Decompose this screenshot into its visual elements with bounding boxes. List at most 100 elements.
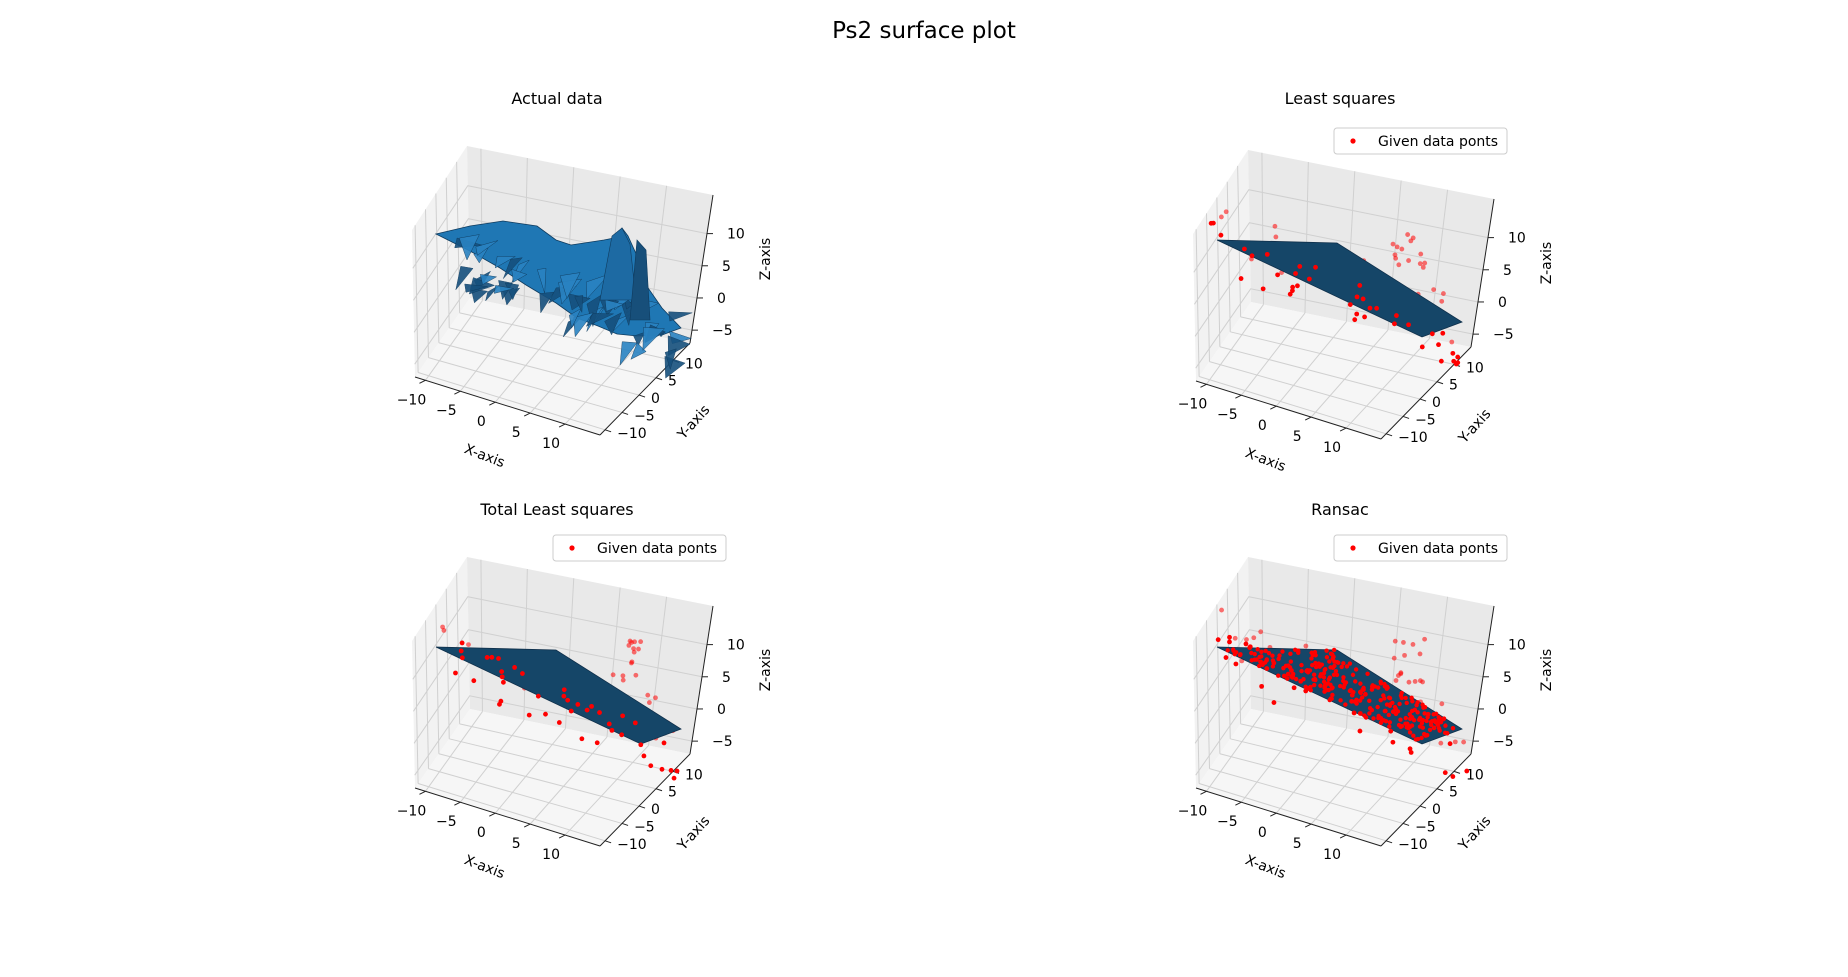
data-point (1396, 262, 1402, 268)
y-tick-label: 5 (668, 785, 677, 801)
x-tick-mark (523, 412, 531, 417)
y-tick-label: 10 (685, 767, 703, 783)
data-point (620, 713, 626, 719)
inlier-point (1441, 716, 1447, 721)
y-axis-line (599, 753, 691, 847)
inlier-point (1369, 687, 1375, 692)
figure-title: Ps2 surface plot (832, 18, 1016, 44)
inlier-point (1397, 701, 1402, 707)
z-axis-line (1470, 605, 1495, 755)
data-point (1290, 288, 1295, 294)
inlier-point (1280, 649, 1285, 654)
inlier-point (1420, 702, 1425, 707)
z-axis-line (1470, 198, 1495, 348)
data-point (535, 693, 541, 699)
inlier-point (1288, 659, 1294, 664)
inlier-point (1407, 730, 1413, 735)
x-tick-label: 0 (477, 414, 486, 430)
data-point (1208, 220, 1214, 226)
inlier-point (1417, 724, 1423, 729)
grid-line (449, 738, 657, 790)
inlier-point (1339, 664, 1344, 670)
x-tick-mark (558, 423, 566, 428)
grid-line (1240, 312, 1306, 396)
grid-line (428, 768, 623, 824)
y-tick-label: 0 (651, 802, 660, 818)
surface-facet (485, 284, 501, 302)
inlier-point (1308, 688, 1313, 693)
data-point (1449, 339, 1455, 345)
y-tick-mark (638, 805, 646, 809)
inlier-point (1353, 667, 1359, 672)
y-tick-label: −5 (1415, 819, 1436, 835)
grid-line (1205, 213, 1210, 362)
grid-line (480, 559, 483, 712)
data-point (1354, 311, 1360, 317)
data-point (565, 697, 571, 703)
inlier-point (1276, 656, 1281, 662)
data-point (556, 720, 562, 725)
data-point (645, 692, 651, 698)
x-tick-mark (489, 812, 496, 817)
inlier-point (1234, 650, 1239, 655)
surface-facet (455, 266, 474, 290)
inlier-point (1299, 668, 1304, 674)
inlier-point (1382, 681, 1387, 687)
inlier-point (1403, 695, 1408, 701)
inlier-point (1343, 702, 1348, 707)
inlier-point (1330, 656, 1335, 662)
y-tick-mark (604, 429, 612, 433)
z-tick-label: 5 (1503, 670, 1512, 686)
data-point (1354, 294, 1360, 300)
inlier-point (1313, 677, 1318, 683)
data-point (1438, 358, 1444, 364)
data-point (1374, 305, 1380, 311)
data-point (1297, 264, 1303, 269)
data-point (1399, 246, 1405, 252)
data-point (1420, 264, 1426, 270)
x-tick-label: −5 (1217, 814, 1238, 830)
data-point (1450, 350, 1456, 356)
data-point (466, 642, 471, 648)
data-point (499, 674, 505, 680)
inlier-point (1310, 652, 1316, 658)
x-tick-mark (1304, 416, 1312, 421)
data-point (1417, 261, 1423, 267)
data-point (1313, 264, 1318, 270)
grid-line (435, 604, 440, 754)
grid-line (1219, 346, 1421, 400)
data-point (671, 775, 677, 781)
y-tick-label: −10 (617, 426, 647, 442)
surface-facet (642, 327, 666, 352)
inlier-point (1387, 724, 1392, 729)
x-tick-label: −10 (397, 803, 427, 819)
data-point (620, 677, 626, 683)
surface-facet (574, 295, 584, 313)
data-point (520, 671, 525, 676)
surface-facet (664, 348, 677, 371)
inlier-point (1344, 664, 1350, 669)
y-tick-mark (1436, 788, 1444, 792)
y-tick-mark (655, 788, 663, 792)
x-tick-mark (454, 801, 461, 806)
z-tick-label: 0 (717, 702, 726, 718)
inlier-point (1390, 700, 1395, 705)
inlier-point (1433, 711, 1439, 717)
inlier-point (1290, 673, 1296, 679)
legend: Given data ponts (1333, 534, 1508, 562)
grid-line (1275, 728, 1347, 814)
data-point (453, 670, 458, 676)
inlier-point (1358, 681, 1363, 686)
inlier-point (1311, 672, 1317, 677)
y-tick-label: 5 (1449, 378, 1458, 394)
data-point (1447, 741, 1453, 747)
surface-facet (619, 341, 638, 366)
grid-line (494, 317, 566, 403)
legend-label: Given data ponts (597, 541, 717, 557)
inlier-point (1358, 689, 1363, 695)
data-point (1439, 701, 1445, 707)
y-tick-mark (655, 377, 663, 381)
data-point (1303, 688, 1309, 694)
grid-line (445, 588, 450, 739)
inlier-point (1270, 653, 1275, 658)
